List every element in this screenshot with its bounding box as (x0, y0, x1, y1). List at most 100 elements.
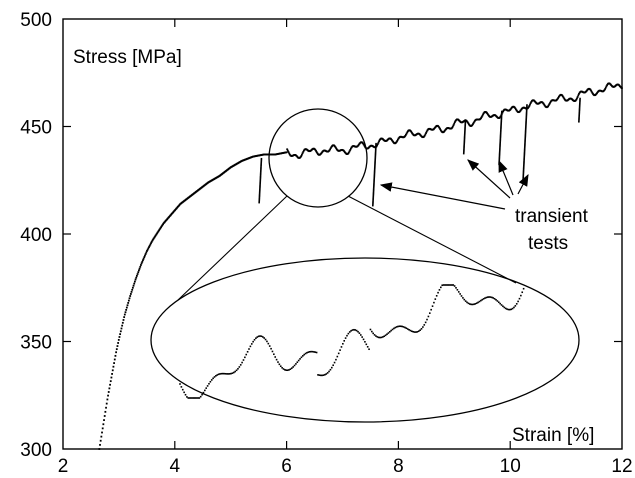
transient-point (372, 186, 375, 189)
data-point (590, 90, 593, 93)
zoom-point (506, 308, 508, 310)
data-point (438, 126, 441, 129)
transient-point (498, 158, 501, 160)
transient-point (498, 153, 501, 155)
transient-point (526, 105, 528, 108)
zoom-point (442, 284, 445, 286)
zoom-point (275, 358, 278, 361)
transient-point (499, 141, 502, 144)
zoom-point (202, 391, 205, 394)
transient-point (463, 147, 465, 150)
transient-point (499, 133, 502, 136)
data-point (146, 250, 148, 252)
data-point (115, 348, 118, 351)
transient-point (499, 131, 502, 133)
zoom-point (514, 305, 517, 307)
data-point (452, 124, 455, 127)
transient-point (373, 180, 375, 182)
data-point (147, 247, 150, 250)
zoom-point (482, 298, 485, 300)
transient-point (525, 113, 528, 115)
zoom-point (424, 321, 427, 324)
zoom-point (350, 329, 352, 332)
zoom-point (357, 330, 359, 333)
zoom-point (249, 345, 252, 348)
transient-label-line2: tests (528, 233, 568, 254)
zoom-point (438, 289, 441, 291)
data-point (378, 140, 380, 143)
zoom-point (475, 302, 478, 305)
data-point (423, 134, 426, 137)
zoom-point (377, 336, 380, 339)
y-tick-label: 300 (20, 440, 52, 461)
zoom-point (332, 364, 334, 367)
data-point (482, 113, 484, 116)
zoom-point (223, 372, 225, 375)
zoom-point (460, 295, 463, 297)
zoom-point (307, 351, 310, 353)
data-point (153, 236, 156, 239)
transient-point (374, 148, 377, 150)
zoom-point (300, 356, 303, 359)
zoom-point (380, 336, 383, 339)
transient-point (500, 113, 503, 115)
transient-point (524, 132, 527, 135)
x-tick-label: 10 (500, 456, 521, 477)
data-point (129, 293, 132, 295)
data-point (144, 254, 146, 257)
zoom-point (344, 337, 347, 339)
zoom-point (230, 372, 232, 375)
transient-point (463, 139, 466, 142)
data-point (110, 376, 113, 379)
data-point (109, 383, 111, 386)
data-point (160, 226, 162, 229)
data-point (105, 406, 107, 409)
zoom-point (233, 371, 235, 374)
zoom-point (408, 328, 410, 331)
transient-point (374, 162, 376, 164)
zoom-point (484, 297, 486, 299)
zoom-point (227, 373, 230, 375)
data-point (549, 101, 552, 104)
data-layer (98, 82, 623, 450)
data-point (454, 120, 457, 122)
zoom-point (478, 300, 481, 303)
data-point (376, 143, 379, 146)
zoom-point (252, 340, 254, 343)
transient-point (260, 168, 262, 170)
data-point (556, 98, 559, 100)
zoom-point (406, 328, 409, 330)
zoom-point (373, 334, 376, 336)
x-tick-label: 2 (58, 456, 69, 477)
data-point (529, 103, 531, 106)
data-point (486, 113, 489, 115)
zoom-point (521, 291, 524, 294)
transient-point (578, 104, 581, 106)
data-point (146, 248, 149, 251)
zoom-point (179, 383, 181, 385)
transient-point (524, 133, 527, 136)
zoom-point (481, 298, 484, 301)
transient-point (259, 179, 262, 182)
transient-point (501, 110, 503, 113)
zoom-point (500, 304, 503, 306)
transient-point (260, 169, 262, 172)
transient-point (258, 196, 261, 199)
data-point (138, 269, 140, 272)
transient-point (372, 189, 375, 191)
zoom-point (376, 336, 379, 338)
transient-point (525, 126, 527, 128)
transient-point (579, 100, 581, 102)
zoom-point (199, 395, 202, 398)
zoom-point (310, 350, 312, 353)
zoom-point (434, 298, 437, 300)
zoom-point (193, 397, 195, 399)
zoom-point (492, 297, 495, 299)
transient-point (579, 97, 581, 100)
data-point (595, 93, 598, 95)
transient-point (524, 128, 527, 131)
transient-point (260, 164, 262, 166)
data-point (390, 139, 393, 141)
transient-point (523, 159, 525, 162)
transient-point (372, 198, 374, 200)
